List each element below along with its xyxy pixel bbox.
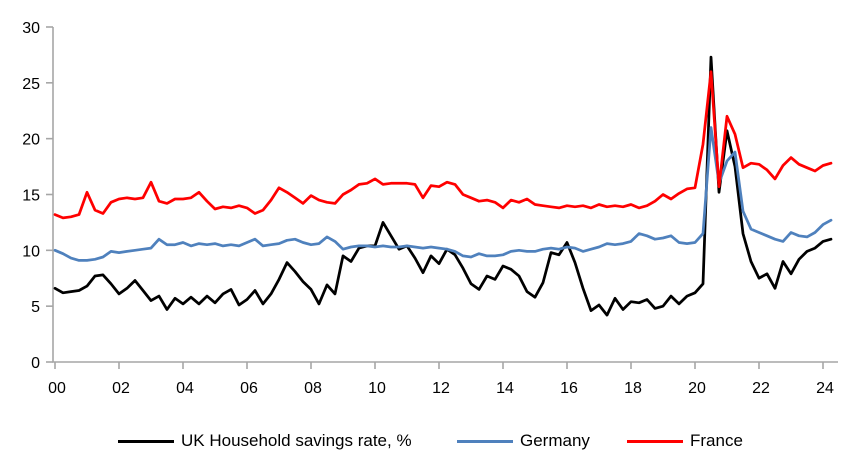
legend-label-france: France [690,431,743,450]
x-axis-label: 10 [368,380,386,397]
x-axis-label: 22 [752,380,770,397]
y-axis-label: 5 [31,299,40,316]
legend-label-germany: Germany [520,431,590,450]
x-axis-label: 20 [688,380,706,397]
x-axis-label: 14 [496,380,514,397]
france-line-swatch [627,439,683,443]
y-axis-label: 15 [22,187,40,204]
uk-line-swatch [118,439,174,443]
germany-line-swatch [457,439,513,443]
y-axis-label: 10 [22,243,40,260]
x-axis-label: 00 [48,380,66,397]
legend-item-france: France [627,431,743,451]
uk-series-line [53,55,833,317]
x-axis-label: 12 [432,380,450,397]
x-axis-label: 24 [816,380,834,397]
legend-label-uk: UK Household savings rate, % [181,431,412,450]
x-axis-label: 08 [304,380,322,397]
x-axis-label: 02 [112,380,130,397]
x-axis-label: 16 [560,380,578,397]
legend-item-uk: UK Household savings rate, % [118,431,412,451]
y-axis-label: 30 [22,20,40,37]
y-axis-label: 0 [31,355,40,372]
x-axis-label: 18 [624,380,642,397]
germany-series-line [53,126,833,262]
x-axis-label: 04 [176,380,194,397]
france-series-line [53,70,833,220]
axis-lines [52,26,838,363]
x-axis-label: 06 [240,380,258,397]
legend-item-germany: Germany [457,431,590,451]
y-axis-label: 25 [22,76,40,93]
y-axis-label: 20 [22,132,40,149]
